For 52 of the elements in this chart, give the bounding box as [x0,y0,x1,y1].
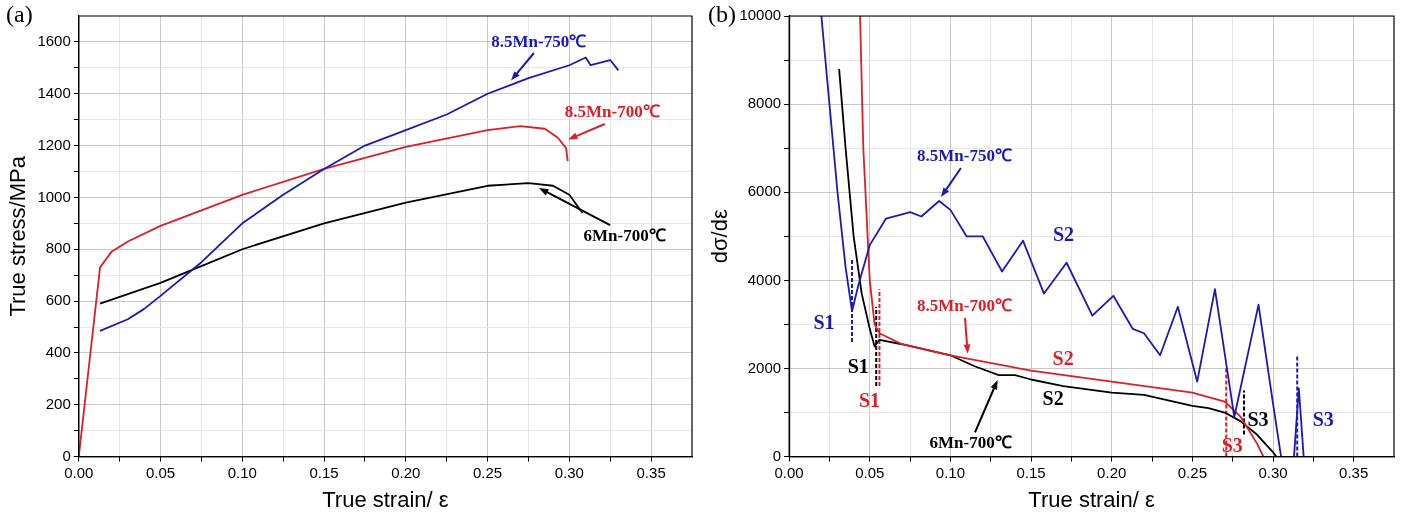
annotation: S1 [847,355,869,378]
x-tick-label: 0.20 [1097,463,1127,481]
annotation: S2 [1052,222,1075,245]
y-tick-label: 200 [45,394,71,412]
y-axis-title: dσ/dε [707,209,733,264]
annotation: S1 [813,311,835,334]
y-tick-label: 1400 [37,83,71,101]
x-tick-label: 0.25 [1177,463,1207,481]
y-tick-label: 2000 [747,358,782,376]
x-tick-label: 0.25 [472,463,503,481]
annotation: S2 [1042,386,1064,409]
y-axis-title: True stress/MPa [5,155,31,317]
y-tick-label: 800 [45,239,71,257]
annotation: S2 [1052,346,1074,369]
y-tick-label: 4000 [747,270,782,288]
series-label: 8.5Mn-700℃ [564,102,660,122]
x-tick-label: 0.30 [1258,463,1288,481]
y-tick-label: 400 [45,343,71,361]
x-tick-label: 0.15 [1016,463,1046,481]
series-label: 8.5Mn-700℃ [917,296,1012,316]
y-tick-label: 6000 [747,182,782,200]
y-tick-label: 1600 [37,32,71,50]
annotation: S3 [1247,407,1269,430]
x-tick-label: 0.10 [227,463,257,481]
y-tick-label: 600 [45,291,71,309]
annotation: S1 [858,389,880,412]
y-tick-label: 10000 [739,6,782,24]
x-axis-title: True strain/ ε [1028,486,1155,512]
x-tick-label: 0.30 [554,463,584,481]
x-tick-label: 0.10 [935,463,966,481]
x-tick-label: 0.00 [64,463,94,481]
x-tick-label: 0.00 [774,463,804,481]
x-tick-label: 0.35 [1339,463,1369,481]
annotation: S3 [1221,433,1243,456]
y-tick-label: 0 [62,446,71,464]
x-tick-label: 0.05 [145,463,176,481]
chart-title: (a) [6,1,33,28]
chart-title: (b) [708,1,736,28]
text: 8.5Mn-750℃ [917,146,1012,166]
series-label: 8.5Mn-750℃ [491,31,587,51]
annotation: S3 [1312,407,1334,430]
y-tick-label: 1000 [37,187,71,205]
text: 6Mn-700℃ [929,432,1012,452]
x-axis-title: True strain/ ε [322,486,449,512]
x-tick-label: 0.20 [391,463,421,481]
x-tick-label: 0.05 [855,463,885,481]
y-tick-label: 8000 [747,94,782,112]
y-tick-label: 1200 [37,135,71,153]
x-tick-label: 0.15 [309,463,339,481]
legend-label: 6Mn-700℃ [583,225,666,245]
x-tick-label: 0.35 [636,463,666,481]
y-tick-label: 0 [772,446,782,464]
